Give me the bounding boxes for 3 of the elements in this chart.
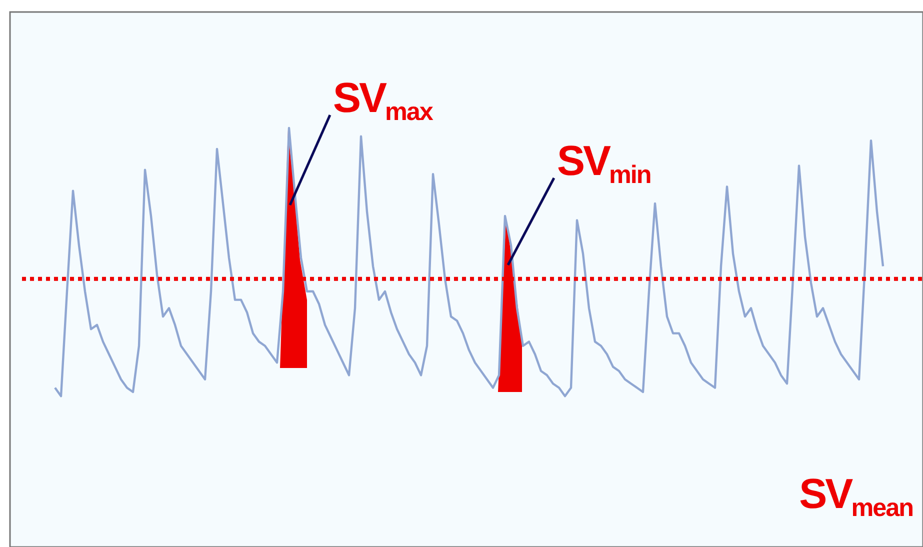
text: SV$_{max}$ xyxy=(333,74,434,126)
annotation: SV$_{min}$ xyxy=(557,137,651,188)
ref-line-label: SV$_{mean}$ xyxy=(799,470,913,522)
